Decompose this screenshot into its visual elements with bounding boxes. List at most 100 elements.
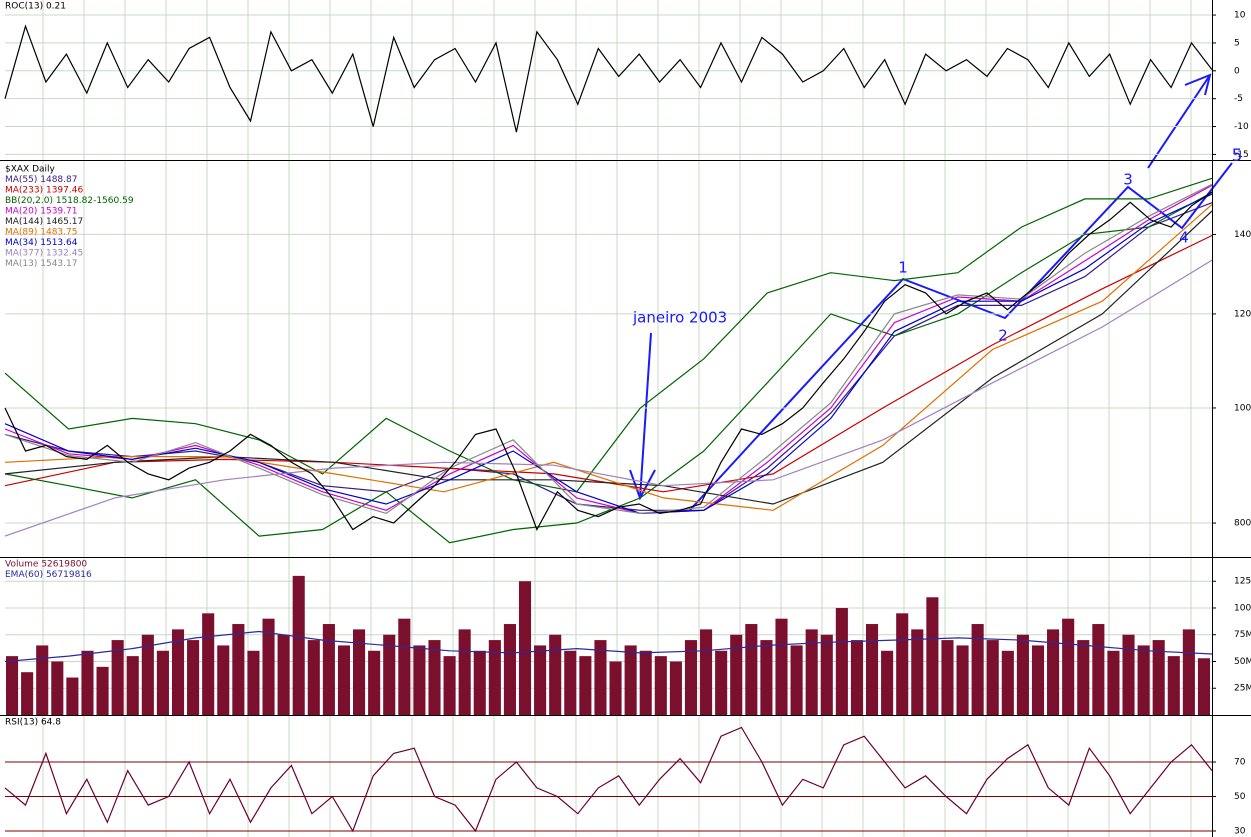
volume-bar [247, 650, 260, 715]
volume-bar [6, 656, 19, 715]
series-line [4, 203, 1213, 511]
y-tick-label: 30 [1234, 826, 1246, 836]
volume-bar [81, 650, 94, 715]
volume-bar [126, 656, 139, 715]
legend-entry: MA(34) 1513.64 [5, 238, 78, 248]
legend-entry: EMA(60) 56719816 [5, 570, 92, 580]
annotation: 2 [998, 327, 1008, 345]
series-line [4, 184, 1213, 515]
volume-bar [760, 640, 773, 715]
legend-entry: MA(20) 1539.71 [5, 207, 77, 217]
band-line [4, 191, 1213, 544]
y-tick-label: 70 [1234, 758, 1246, 768]
volume-bar [639, 650, 652, 715]
annotation-arrow [639, 332, 652, 499]
series-line [4, 191, 1213, 531]
legend-entry: Volume 52619800 [5, 560, 87, 570]
volume-bar [745, 624, 758, 715]
y-tick-label: -15 [1234, 150, 1249, 160]
volume-bar [51, 661, 64, 715]
volume-bar [669, 661, 682, 715]
volume-bar [790, 645, 803, 715]
volume-bar [654, 656, 667, 715]
volume-bar [232, 624, 245, 715]
volume-bar [277, 634, 290, 715]
annotation: 1 [898, 259, 908, 277]
series-line [4, 630, 1213, 663]
y-tick-label: 0 [1234, 66, 1240, 76]
volume-bar [881, 650, 894, 715]
volume-bar [202, 613, 215, 715]
volume-bar [579, 656, 592, 715]
series-line [4, 24, 1213, 133]
volume-bar [1092, 624, 1105, 715]
volume-bar [941, 640, 954, 715]
volume-bar [1152, 640, 1165, 715]
y-tick-label: 800 [1234, 519, 1251, 529]
panel-title: ROC(13) 0.21 [5, 2, 66, 12]
volume-bar [684, 640, 698, 715]
y-tick-label: 75M [1234, 630, 1251, 640]
legend-entry: MA(13) 1543.17 [5, 259, 77, 269]
panel-title: $XAX Daily [5, 165, 56, 175]
volume-bar [413, 645, 426, 715]
volume-bar [926, 597, 939, 715]
volume-bar [1031, 645, 1045, 715]
y-tick-label: 5 [1234, 38, 1240, 48]
y-tick-label: 125M [1234, 577, 1251, 587]
y-tick-label: 50 [1234, 792, 1246, 802]
y-tick-label: -10 [1234, 122, 1249, 132]
annotation: 4 [1179, 229, 1189, 247]
volume-bar [1197, 658, 1210, 715]
y-tick-label: 1200 [1234, 309, 1251, 319]
volume-bar [1182, 629, 1195, 715]
volume-bar [518, 581, 532, 715]
y-tick-label: 50M [1234, 657, 1251, 667]
volume-bar [1047, 629, 1060, 715]
volume-bar [971, 624, 984, 715]
volume-bar [1062, 618, 1075, 715]
legend-entry: BB(20,2.0) 1518.82-1560.59 [5, 196, 134, 206]
volume-bar [322, 624, 335, 715]
y-tick-label: 100M [1234, 603, 1251, 613]
volume-bar [911, 629, 924, 715]
volume-bar [96, 666, 109, 715]
volume-bar [534, 645, 547, 715]
volume-bar [1107, 650, 1120, 715]
series-line [4, 259, 1213, 537]
volume-bar [458, 629, 471, 715]
volume-bar [835, 607, 848, 715]
volume-bar [956, 645, 969, 715]
volume-bar [1137, 645, 1150, 715]
volume-bar [986, 640, 999, 715]
volume-bar [36, 645, 49, 715]
series-line [4, 177, 1213, 493]
volume-bar [141, 634, 154, 715]
annotation: janeiro 2003 [632, 309, 727, 327]
volume-bar [503, 624, 516, 715]
elliott-wave [689, 162, 1233, 511]
volume-bar [156, 650, 169, 715]
series-line [4, 726, 1213, 833]
volume-bar [1016, 634, 1029, 715]
legend-entry: MA(233) 1397.46 [5, 186, 83, 196]
volume-bar [594, 640, 607, 715]
volume-bar [700, 629, 713, 715]
volume-bar [307, 640, 320, 715]
legend-entry: MA(144) 1465.17 [5, 217, 83, 227]
volume-bar [337, 645, 351, 715]
series-line [4, 193, 1213, 515]
volume-bar [730, 634, 743, 715]
panel-title: RSI(13) 64.8 [5, 718, 61, 728]
volume-bar [443, 656, 456, 715]
volume-bar [820, 634, 833, 715]
volume-bar [624, 645, 637, 715]
volume-bar [428, 640, 441, 715]
volume-bar [1001, 650, 1014, 715]
volume-bar [609, 661, 622, 715]
volume-bar [1167, 656, 1180, 715]
volume-bar [368, 650, 381, 715]
volume-bar [775, 618, 788, 715]
series-line [4, 183, 1213, 515]
legend-entry: MA(89) 1483.75 [5, 228, 77, 238]
